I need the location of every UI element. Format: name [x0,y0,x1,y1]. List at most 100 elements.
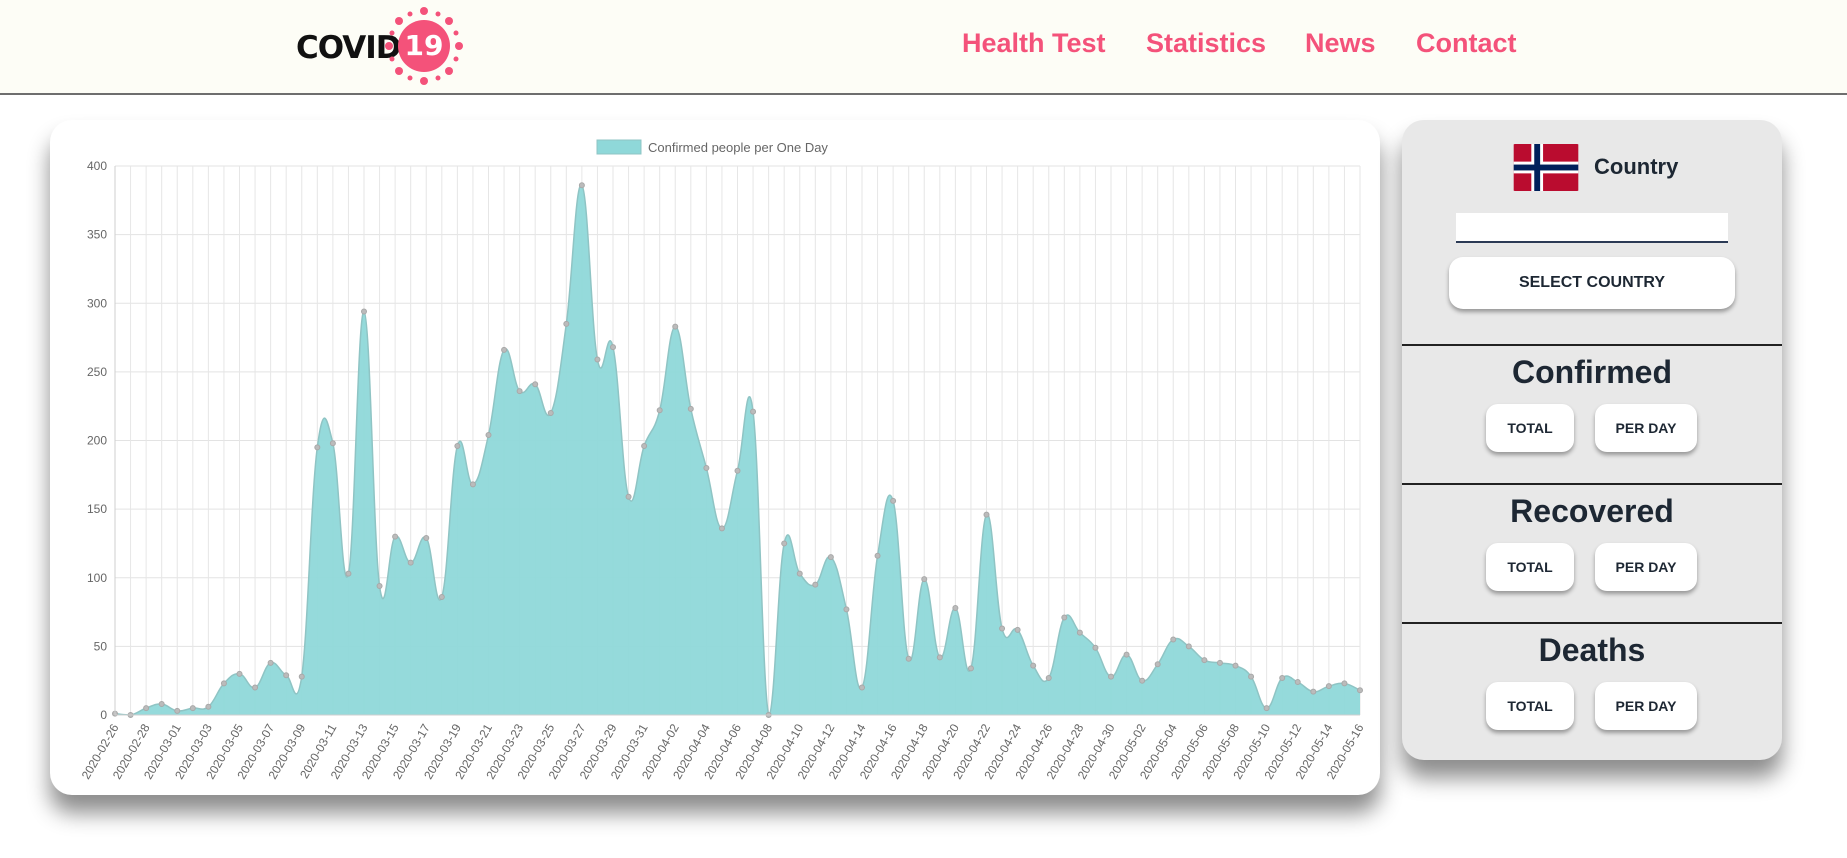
data-point [905,655,912,662]
data-point [952,604,959,611]
data-point [1061,614,1068,621]
nav-statistics[interactable]: Statistics [1146,28,1267,58]
data-point [641,442,648,449]
recovered-per-day-button[interactable]: PER DAY [1595,543,1697,591]
deaths-total-button[interactable]: TOTAL [1486,682,1574,730]
data-point [827,554,834,561]
data-point [361,308,367,315]
data-point [750,408,757,415]
data-point [625,493,632,500]
data-point [610,344,616,351]
norway-flag-icon [1512,144,1580,191]
data-point [501,346,508,353]
data-point [392,533,399,540]
data-point [1014,626,1021,633]
data-point [703,464,710,471]
data-point [485,432,492,439]
y-tick-label: 50 [94,639,108,653]
data-point [921,576,928,583]
nav-contact[interactable]: Contact [1416,28,1517,58]
nav-health-test[interactable]: Health Test [962,28,1106,58]
data-point [672,323,679,330]
data-point [1185,643,1192,650]
data-point [859,684,865,691]
data-point [967,665,974,672]
data-point [1263,705,1270,712]
data-point [329,440,336,447]
data-point [1232,662,1239,669]
country-panel: Country SELECT COUNTRY Confirmed TOTAL P… [1402,120,1782,760]
data-point [438,593,445,600]
y-tick-label: 0 [100,708,107,722]
data-point [874,552,881,559]
data-point [812,581,819,588]
data-point [469,481,476,488]
data-point [423,534,430,541]
data-point [252,684,259,691]
data-point [1357,687,1363,694]
data-point [314,444,321,451]
data-point [1325,683,1332,690]
data-point [718,525,725,532]
confirmed-per-day-chart: 0501001502002503003504002020-02-262020-0… [79,139,1367,782]
data-point [1123,651,1130,658]
data-point [158,701,165,708]
data-point [189,705,196,712]
data-point [1076,629,1083,636]
data-point [563,320,570,327]
deaths-per-day-button[interactable]: PER DAY [1595,682,1697,730]
virus-icon [385,7,463,85]
data-point [1154,661,1161,668]
data-point [936,654,943,661]
recovered-total-button[interactable]: TOTAL [1486,543,1574,591]
data-point [843,606,850,613]
y-tick-label: 200 [87,434,107,448]
data-point [1248,673,1255,680]
data-point [1279,674,1286,681]
series-area [115,184,1360,716]
data-point [283,672,290,679]
data-point [236,670,243,677]
data-point [345,570,352,577]
data-point [999,625,1006,632]
confirmed-section: Confirmed TOTAL PER DAY [1402,344,1782,483]
data-point [407,559,414,566]
recovered-title: Recovered [1510,493,1674,529]
data-point [205,703,212,710]
logo-number: 19 [404,29,444,62]
logo-text: COVID [296,30,402,66]
data-point [267,659,274,666]
data-point [454,442,461,449]
data-point [1310,688,1317,695]
data-point [1294,679,1301,686]
data-point [796,570,803,577]
data-point [174,707,181,714]
y-tick-label: 150 [87,502,107,516]
data-point [532,381,539,388]
legend-swatch [596,139,642,155]
country-input[interactable] [1456,213,1728,243]
legend-label: Confirmed people per One Day [648,140,828,155]
data-point [1201,657,1208,664]
country-label: Country [1594,154,1679,179]
data-point [1092,644,1099,651]
data-point [1341,680,1348,687]
y-tick-label: 350 [87,228,107,242]
y-tick-label: 100 [87,571,107,585]
nav-news[interactable]: News [1305,28,1376,58]
data-point [578,182,585,189]
confirmed-per-day-button[interactable]: PER DAY [1595,404,1697,452]
covid19-logo[interactable]: COVID 19 [296,6,466,86]
data-point [143,705,150,712]
select-country-button[interactable]: SELECT COUNTRY [1449,257,1735,309]
data-point [298,673,305,680]
site-header: COVID 19 Health Test Statistics News Con… [0,0,1847,95]
data-point [1108,673,1114,680]
data-point [656,407,663,414]
deaths-title: Deaths [1538,632,1646,668]
data-point [781,540,788,547]
data-point [983,511,990,518]
confirmed-total-button[interactable]: TOTAL [1486,404,1574,452]
y-tick-label: 250 [87,365,107,379]
data-point [890,497,897,504]
